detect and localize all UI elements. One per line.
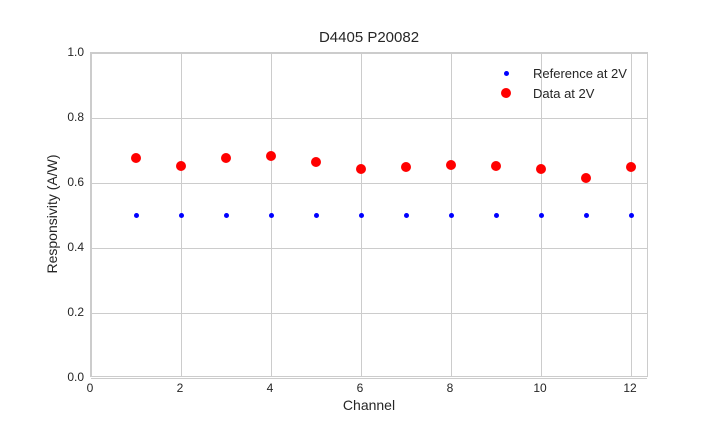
- x-tick-label: 4: [266, 381, 274, 395]
- y-tick-label: 0.0: [67, 370, 84, 384]
- gridline-horizontal: [91, 52, 647, 54]
- data-point-reference: [448, 213, 454, 218]
- gridline-horizontal: [91, 312, 647, 314]
- data-point-data: [401, 162, 411, 173]
- plot-area: Reference at 2V Data at 2V: [90, 52, 648, 379]
- data-point-reference: [358, 213, 364, 218]
- legend-marker-icon: [503, 70, 509, 76]
- y-tick-label: 0.4: [67, 240, 84, 254]
- data-point-reference: [403, 213, 409, 218]
- data-point-data: [131, 153, 141, 164]
- data-point-data: [311, 156, 321, 167]
- data-point-data: [626, 162, 636, 173]
- x-tick-label: 6: [356, 381, 364, 395]
- data-point-data: [266, 151, 276, 162]
- data-point-data: [536, 164, 546, 175]
- data-point-reference: [223, 213, 229, 218]
- chart-title: D4405 P20082: [318, 29, 420, 46]
- legend-marker-box: [491, 88, 521, 98]
- data-point-reference: [628, 213, 634, 218]
- data-point-reference: [538, 213, 544, 218]
- legend: Reference at 2V Data at 2V: [491, 63, 627, 103]
- x-tick-label: 10: [533, 381, 547, 395]
- x-axis-label: Channel: [342, 397, 396, 413]
- data-point-data: [446, 160, 456, 171]
- data-point-reference: [268, 213, 274, 218]
- gridline-vertical: [90, 53, 92, 376]
- y-tick-label: 0.2: [67, 305, 84, 319]
- y-tick-label: 0.6: [67, 175, 84, 189]
- legend-marker-icon: [501, 88, 511, 98]
- data-point-data: [356, 164, 366, 175]
- data-point-data: [176, 161, 186, 172]
- x-tick-label: 0: [86, 381, 94, 395]
- data-point-data: [491, 161, 501, 172]
- x-tick-label: 8: [446, 381, 454, 395]
- data-point-reference: [583, 213, 589, 218]
- legend-marker-box: [491, 70, 521, 76]
- data-point-data: [581, 173, 591, 184]
- legend-label: Data at 2V: [533, 85, 595, 101]
- data-point-data: [221, 153, 231, 164]
- legend-item: Reference at 2V: [491, 63, 627, 83]
- data-point-reference: [178, 213, 184, 218]
- data-point-reference: [313, 213, 319, 218]
- gridline-horizontal: [91, 377, 647, 379]
- legend-label: Reference at 2V: [533, 65, 627, 81]
- gridline-horizontal: [91, 117, 647, 119]
- x-tick-label: 12: [623, 381, 637, 395]
- y-tick-label: 0.8: [67, 110, 84, 124]
- legend-item: Data at 2V: [491, 83, 627, 103]
- gridline-horizontal: [91, 182, 647, 184]
- y-tick-label: 1.0: [67, 45, 84, 59]
- x-tick-label: 2: [176, 381, 184, 395]
- data-point-reference: [493, 213, 499, 218]
- y-axis-label: Responsivity (A/W): [44, 154, 60, 274]
- gridline-horizontal: [91, 247, 647, 249]
- data-point-reference: [133, 213, 139, 218]
